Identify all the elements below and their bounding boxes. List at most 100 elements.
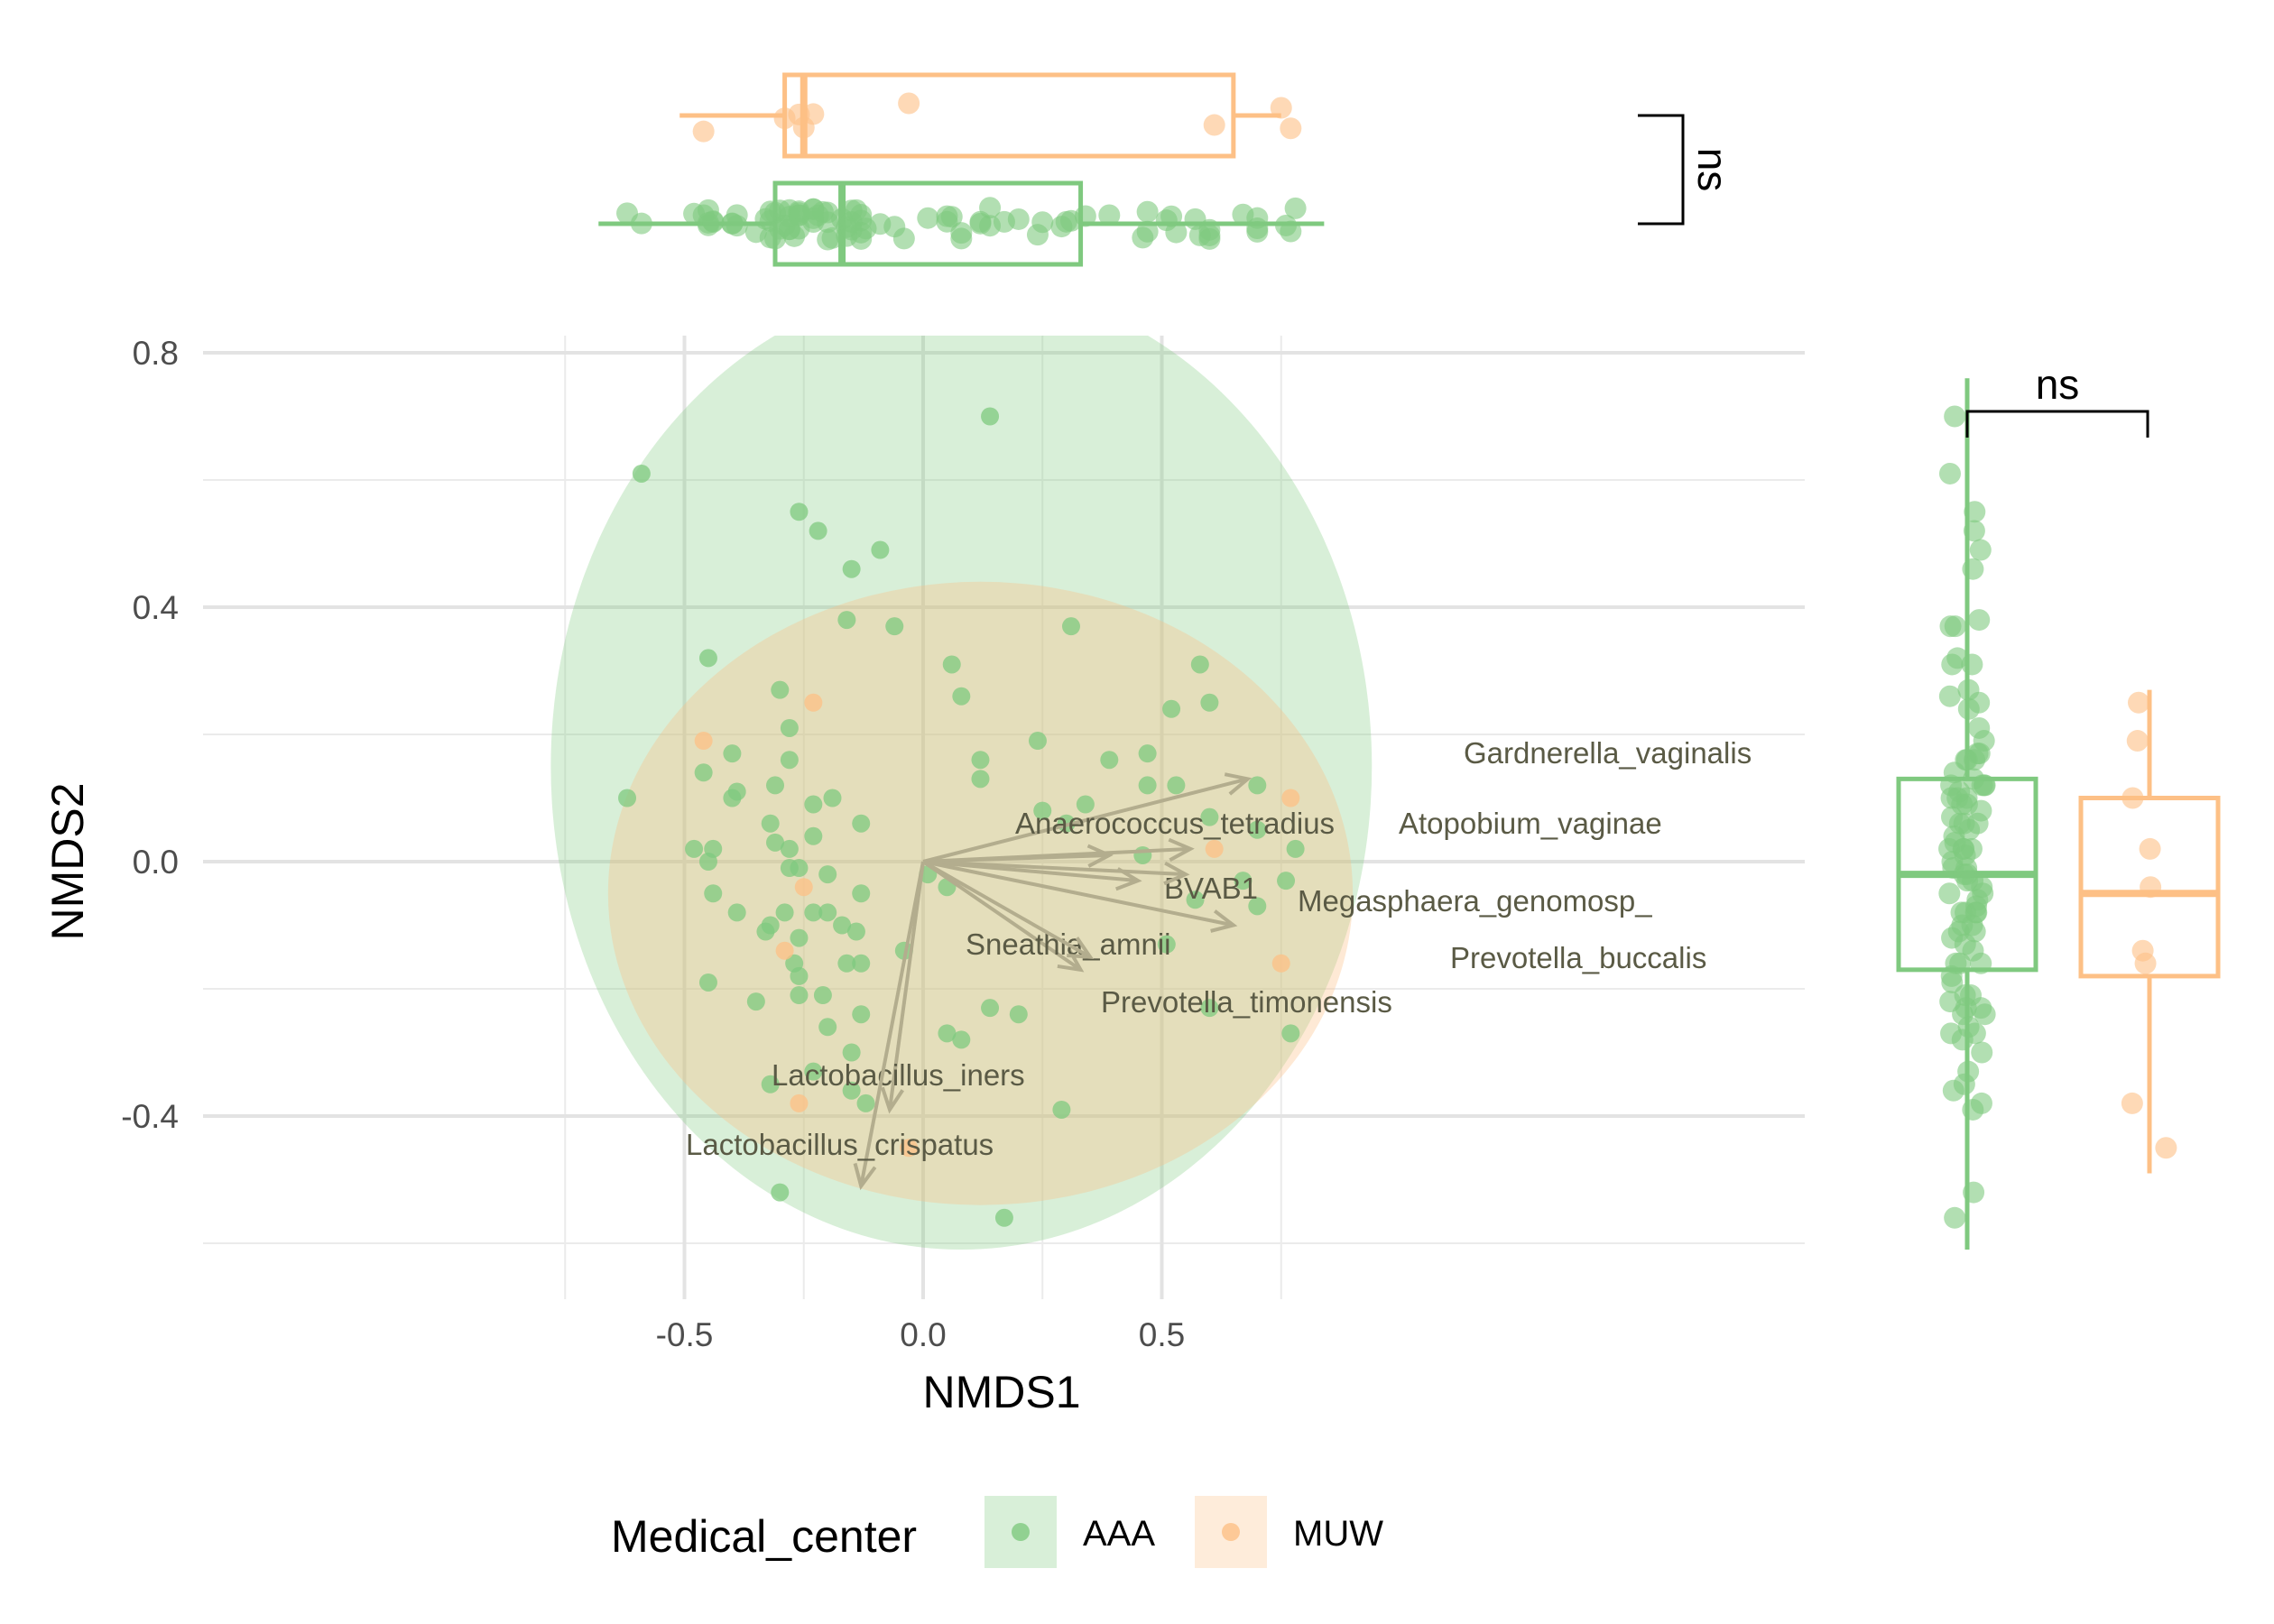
point-aaa (1200, 693, 1219, 712)
right-jitter-point-muw (2121, 1092, 2143, 1114)
vector-arrowhead-megasphaera-genomosp (1163, 861, 1190, 886)
right-jitter-point-aaa (1944, 405, 1966, 428)
x-tick-label: -0.5 (656, 1316, 714, 1353)
top-jitter-point-muw (898, 92, 920, 115)
vector-arrowhead-anaerococcus-tetradius (1086, 844, 1114, 868)
top-jitter-point-muw (692, 120, 715, 143)
right-jitter-point-aaa (1968, 691, 1991, 714)
vector-label-prevotella-timonensis: Prevotella_timonensis (1101, 985, 1392, 1019)
point-aaa (813, 986, 832, 1005)
vector-arrowhead-lactobacillus-iners (880, 1086, 904, 1114)
point-aaa (856, 1093, 875, 1112)
point-aaa (809, 521, 827, 540)
vector-label-lactobacillus-crispatus: Lactobacillus_crispatus (686, 1128, 994, 1161)
vector-label-megasphaera-genomosp: Megasphaera_genomosp_ (1298, 884, 1652, 918)
point-aaa (885, 617, 904, 636)
legend-dot-muw (1222, 1523, 1240, 1541)
point-aaa (842, 1043, 861, 1062)
right-jitter-point-aaa (1955, 997, 1977, 1020)
point-aaa (852, 884, 871, 903)
top-jitter-point-aaa (817, 211, 839, 234)
x-axis-title: NMDS1 (922, 1367, 1080, 1417)
axis-ticks: -0.5 0.0 0.5 0.8 0.4 0.0 -0.4 (121, 335, 1185, 1353)
right-marginal-boxplot: ns (1896, 361, 2221, 1250)
point-aaa (632, 464, 651, 483)
point-aaa (952, 687, 971, 706)
top-jitter-point-aaa (726, 204, 748, 226)
right-jitter-point-muw (2128, 691, 2150, 714)
vector-label-gardnerella-vaginalis: Gardnerella_vaginalis (1464, 736, 1752, 770)
point-aaa (1138, 776, 1157, 795)
right-significance-label: ns (2036, 361, 2080, 408)
point-muw (1205, 839, 1224, 858)
right-jitter-point-aaa (1962, 558, 1984, 580)
legend-title: Medical_center (611, 1511, 917, 1562)
right-jitter-point-aaa (1955, 793, 1978, 816)
panel-grid (203, 336, 1805, 1299)
point-aaa (704, 884, 723, 903)
vector-line-megasphaera-genomosp (922, 860, 1187, 877)
y-tick-label: 0.0 (133, 844, 179, 881)
point-aaa (852, 954, 871, 973)
point-aaa (1167, 776, 1186, 795)
top-jitter-point-aaa (697, 211, 719, 234)
y-axis-title: NMDS2 (42, 782, 93, 940)
point-aaa (804, 903, 823, 922)
vector-arrowhead-gardnerella-vaginalis (1224, 772, 1253, 796)
right-jitter-point-aaa (1961, 653, 1983, 676)
point-aaa (746, 992, 765, 1011)
right-jitter-point-aaa (1941, 806, 1964, 828)
point-muw (790, 1093, 809, 1112)
right-jitter-point-aaa (1962, 1098, 1984, 1121)
top-box-muw (782, 72, 1236, 159)
top-jitter-point-muw (788, 103, 810, 125)
legend-dot-aaa (1012, 1523, 1030, 1541)
point-aaa (766, 833, 785, 852)
top-jitter-point-aaa (950, 227, 973, 250)
point-aaa (1248, 820, 1267, 839)
point-aaa (727, 903, 746, 922)
right-jitter-point-aaa (1973, 774, 1995, 797)
species-vectors: Gardnerella_vaginalis Anaerococcus_tetrad… (686, 736, 1752, 1191)
top-jitter-point-aaa (788, 217, 810, 240)
point-aaa (833, 916, 852, 935)
point-aaa (1061, 617, 1080, 636)
point-muw (694, 732, 713, 751)
right-significance-bracket (1965, 410, 2149, 438)
legend: Medical_center AAA MUW (611, 1496, 1383, 1568)
point-aaa (766, 776, 785, 795)
point-aaa (1281, 1024, 1300, 1043)
top-jitter-point-aaa (1074, 205, 1096, 227)
point-aaa (775, 903, 794, 922)
point-aaa (771, 1183, 790, 1202)
point-aaa (818, 903, 837, 922)
top-jitter-point-aaa (1198, 218, 1221, 241)
top-jitter-point-aaa (1155, 209, 1178, 232)
point-aaa (804, 795, 823, 814)
point-aaa (761, 1075, 780, 1093)
top-jitter-point-aaa (616, 202, 639, 225)
top-jitter-point-aaa (936, 205, 958, 227)
right-jitter-point-aaa (1954, 933, 1976, 955)
right-jitter-point-aaa (1966, 743, 1989, 765)
point-aaa (1190, 655, 1209, 674)
point-aaa (698, 853, 717, 871)
right-jitter-point-aaa (1938, 462, 1961, 484)
point-aaa (790, 966, 809, 985)
right-jitter-point-aaa (1968, 609, 1991, 632)
vector-line-lactobacillus-iners (887, 861, 925, 1111)
top-significance-bracket (1638, 114, 1685, 226)
point-aaa (804, 826, 823, 845)
point-aaa (1028, 732, 1047, 751)
point-aaa (790, 928, 809, 947)
vector-arrowhead-prevotella-timonensis (1067, 937, 1095, 960)
legend-label-muw: MUW (1293, 1514, 1383, 1554)
top-jitter-point-aaa (993, 210, 1015, 233)
point-muw (1281, 789, 1300, 807)
top-jitter-point-aaa (769, 199, 791, 222)
right-jitter-point-muw (2155, 1137, 2177, 1159)
point-aaa (871, 540, 890, 559)
top-jitter-point-aaa (802, 198, 825, 220)
point-aaa (852, 814, 871, 833)
